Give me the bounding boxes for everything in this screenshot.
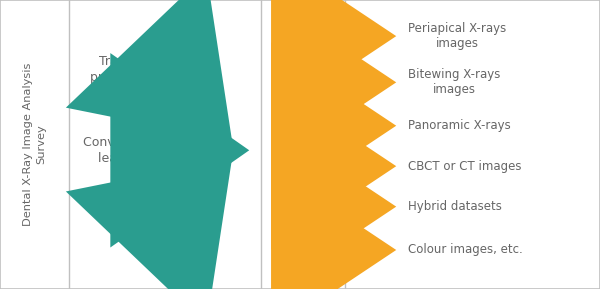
Text: Image modality based
categorization: Image modality based categorization: [292, 81, 314, 208]
Text: Panoramic X-rays: Panoramic X-rays: [408, 119, 511, 132]
Text: Colour images, etc.: Colour images, etc.: [408, 244, 523, 256]
Text: Dental X-Ray Image Analysis
Survey: Dental X-Ray Image Analysis Survey: [23, 63, 46, 226]
Text: Traditional image
processing methods: Traditional image processing methods: [90, 55, 216, 84]
Text: CBCT or CT images: CBCT or CT images: [408, 160, 521, 173]
Text: Bitewing X-rays
images: Bitewing X-rays images: [408, 68, 500, 96]
Text: Periapical X-rays
images: Periapical X-rays images: [408, 22, 506, 50]
Text: Deep learning
techniques: Deep learning techniques: [109, 217, 197, 246]
Text: Conventional machine
learning methods: Conventional machine learning methods: [83, 136, 223, 165]
Text: Hybrid datasets: Hybrid datasets: [408, 200, 502, 213]
